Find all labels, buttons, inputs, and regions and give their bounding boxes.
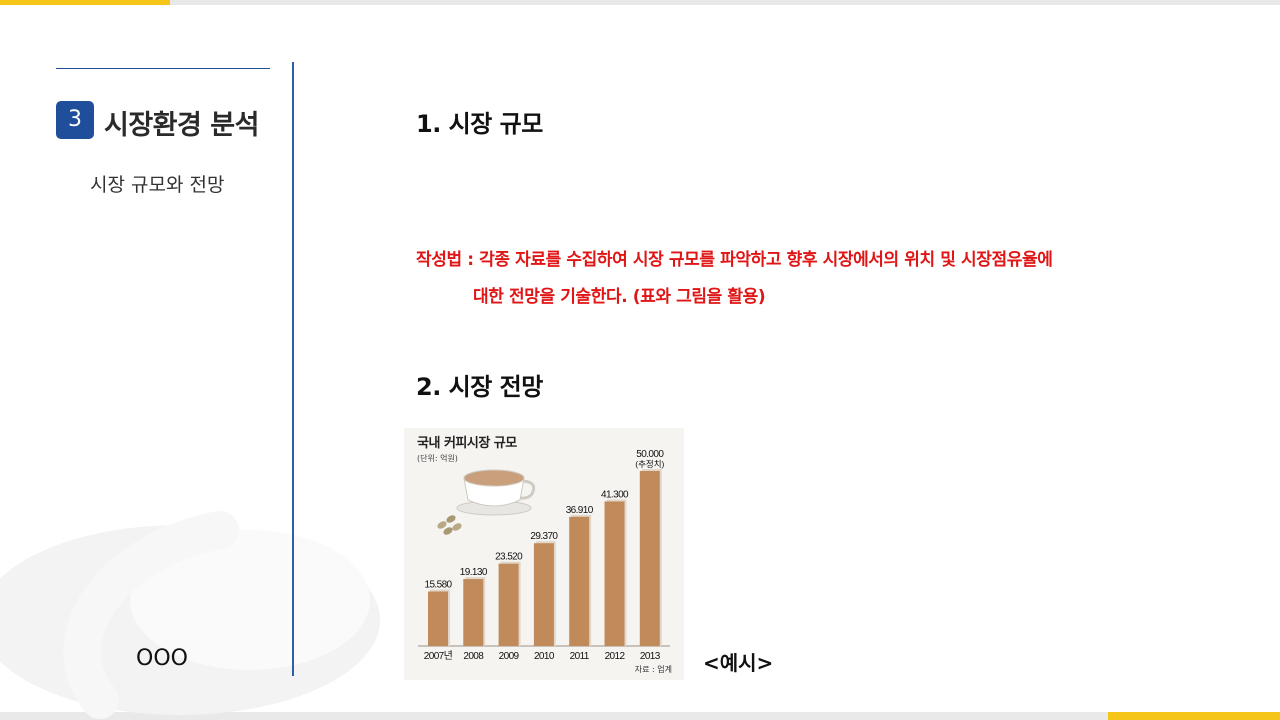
bar — [569, 516, 590, 646]
top-decor-bar — [0, 0, 1280, 5]
x-tick-label: 2012 — [605, 651, 626, 662]
coffee-market-chart: 15.580 2007년 19.130 2008 23.520 2009 29.370 201… — [404, 428, 684, 680]
bar-value-label: 29.370 — [530, 531, 558, 542]
x-tick-label: 2008 — [463, 651, 484, 662]
section-number-badge: 3 — [56, 101, 94, 139]
bar — [533, 543, 554, 646]
bar-value-label: 41.300 — [601, 489, 629, 500]
section-subtitle: 시장 규모와 전망 — [90, 174, 225, 196]
bar — [604, 501, 625, 646]
watermark-logo — [0, 511, 380, 719]
bar-value-label: 19.130 — [460, 567, 488, 578]
section-title: 시장환경 분석 — [104, 110, 259, 141]
author-name: OOO — [136, 646, 188, 671]
chart-title: 국내 커피시장 규모 — [417, 436, 517, 451]
heading-market-outlook: 2. 시장 전망 — [416, 373, 543, 401]
heading-market-size: 1. 시장 규모 — [416, 110, 543, 138]
x-tick-label: 2011 — [570, 651, 590, 662]
chart-source: 자료 : 업계 — [634, 665, 672, 674]
sidebar-divider — [56, 68, 270, 69]
vertical-divider — [292, 62, 294, 676]
guide-text-line1: 작성법 : 각종 자료를 수집하여 시장 규모를 파악하고 향후 시장에서의 위… — [416, 250, 1053, 270]
x-tick-label: 2013 — [640, 651, 661, 662]
bar-value-label: 36.910 — [566, 505, 594, 516]
bar-value-label: 23.520 — [495, 552, 523, 563]
bar — [498, 563, 519, 646]
x-tick-label: 2007년 — [424, 650, 453, 662]
bar-estimate-note: (추정치) — [635, 459, 664, 469]
bar-value-label: 50.000 — [636, 449, 664, 460]
bar-value-label: 15.580 — [425, 579, 453, 590]
bar — [428, 591, 448, 646]
guide-text-line2: 대한 전망을 기술한다. (표와 그림을 활용) — [473, 287, 766, 307]
coffee-cup-illustration — [437, 469, 536, 535]
x-tick-label: 2010 — [534, 651, 555, 662]
top-accent-bar — [0, 0, 170, 5]
bottom-accent-bar — [1108, 712, 1280, 720]
bar — [463, 579, 484, 646]
chart-bars: 15.580 2007년 19.130 2008 23.520 2009 29.370 201… — [418, 449, 670, 662]
chart-canvas: 15.580 2007년 19.130 2008 23.520 2009 29.370 201… — [418, 449, 670, 662]
chart-unit: (단위: 억원) — [417, 454, 458, 463]
x-tick-label: 2009 — [499, 651, 520, 662]
bottom-decor-bar — [0, 712, 1280, 720]
example-label: <예시> — [703, 651, 774, 675]
bar — [639, 471, 660, 646]
